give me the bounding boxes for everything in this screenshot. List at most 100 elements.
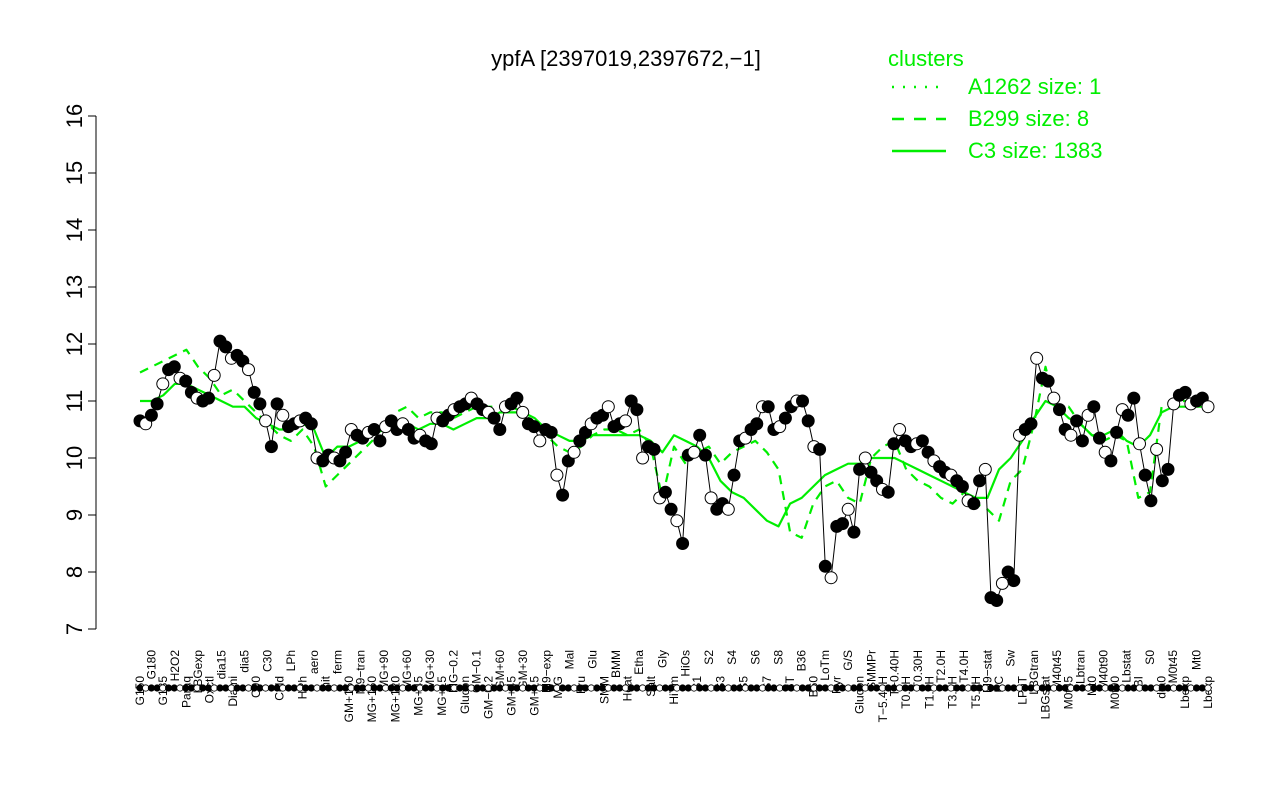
x-tick-label: T5.0H	[969, 676, 983, 709]
data-point	[373, 434, 387, 448]
x-tick-label: M9−exp	[539, 650, 553, 693]
data-point	[1070, 414, 1084, 428]
data-point	[1161, 462, 1175, 476]
y-tick-label: 10	[62, 446, 87, 470]
data-point	[424, 437, 438, 451]
data-point	[990, 594, 1004, 607]
data-point	[813, 442, 827, 456]
data-point	[527, 420, 541, 434]
series-line-dashed	[139, 348, 1208, 539]
data-point	[836, 517, 849, 531]
data-point	[544, 425, 558, 439]
x-tick-label: HiOs	[679, 650, 693, 677]
data-point	[687, 445, 701, 459]
data-point	[676, 537, 690, 550]
data-point	[1150, 442, 1164, 456]
x-tick-label: T0.0H	[899, 676, 913, 709]
x-marker	[1204, 684, 1212, 692]
y-tick-label: 9	[62, 509, 87, 521]
data-point	[276, 408, 290, 422]
x-tick-label: M9−tran	[354, 650, 368, 694]
chart-title: ypfA [2397019,2397672,−1]	[491, 46, 761, 71]
x-tick-label: Lbexp	[1201, 676, 1215, 709]
data-point	[704, 491, 718, 505]
x-tick-label: Diami	[226, 676, 240, 707]
data-point	[150, 397, 164, 411]
legend-label: A1262 size: 1	[968, 74, 1101, 99]
data-point	[750, 417, 764, 431]
data-point	[721, 502, 735, 516]
y-tick-label: 8	[62, 566, 87, 578]
data-point	[1127, 391, 1141, 405]
data-point	[533, 434, 547, 448]
y-tick-label: 13	[62, 275, 87, 299]
data-point	[858, 451, 872, 465]
data-point	[1133, 437, 1146, 451]
data-point	[818, 559, 832, 573]
data-point	[1047, 391, 1061, 405]
data-point	[887, 437, 901, 451]
data-point	[207, 368, 221, 382]
data-point	[1138, 468, 1152, 482]
data-point	[1024, 417, 1038, 431]
x-tick-label: T1.0H	[922, 676, 936, 709]
x-tick-label: S2	[702, 650, 716, 665]
data-point	[242, 363, 255, 377]
x-tick-label: GM+30	[516, 650, 530, 690]
data-point	[658, 485, 672, 499]
data-point	[915, 434, 929, 448]
data-point	[761, 400, 775, 414]
data-point	[636, 451, 650, 465]
data-point	[156, 377, 170, 391]
data-point	[995, 576, 1009, 590]
x-tick-label: T0.30H	[911, 650, 925, 689]
x-tick-label: dia15	[214, 650, 228, 680]
y-tick-label: 16	[62, 104, 87, 128]
data-point	[202, 391, 215, 405]
data-point	[516, 405, 530, 419]
data-point	[550, 468, 564, 482]
data-point	[601, 400, 615, 414]
legend-title: clusters	[888, 46, 964, 71]
x-tick-label: HiTm	[667, 676, 681, 705]
data-point	[493, 423, 507, 436]
data-point	[1110, 425, 1124, 439]
x-tick-label: Gly	[655, 650, 669, 668]
data-point	[1087, 400, 1101, 414]
data-point	[1041, 374, 1055, 388]
legend-label: B299 size: 8	[968, 106, 1089, 131]
x-tick-label: M0t45	[1062, 676, 1076, 710]
data-point	[219, 340, 233, 354]
x-tick-label: ferm	[330, 650, 344, 674]
y-tick-label: 12	[62, 332, 87, 356]
data-point	[556, 488, 570, 502]
data-point	[259, 414, 273, 428]
y-tick-label: 7	[62, 623, 87, 635]
data-point	[1030, 351, 1044, 365]
x-tick-label: Mt0	[1189, 650, 1203, 670]
data-point	[978, 462, 992, 476]
x-tick-label: M0t45	[1166, 650, 1180, 684]
x-tick-label: Sw	[1004, 650, 1018, 667]
x-tick-label: M40t45	[1050, 650, 1064, 690]
x-tick-label: T2.0H	[934, 650, 948, 683]
x-tick-label: M40t90	[1097, 650, 1111, 690]
data-point	[619, 414, 632, 428]
data-point	[841, 502, 855, 516]
x-tick-label: aero	[307, 650, 321, 674]
x-tick-label: C30	[261, 650, 275, 672]
data-point	[567, 445, 581, 459]
data-points	[133, 334, 1215, 692]
x-tick-label: MG+60	[400, 650, 414, 690]
data-point	[270, 397, 284, 411]
x-tick-label: LPh	[284, 650, 298, 671]
x-tick-label: BI	[1131, 676, 1145, 687]
data-point	[167, 360, 181, 374]
x-tick-label: S8	[771, 650, 785, 665]
x-tick-label: MG+30	[423, 650, 437, 690]
x-tick-label: T4.0H	[957, 650, 971, 683]
x-tick-label: Mal	[563, 650, 577, 669]
data-point	[339, 445, 353, 459]
data-point	[1121, 408, 1135, 422]
x-tick-label: Lbexp	[1178, 676, 1192, 709]
